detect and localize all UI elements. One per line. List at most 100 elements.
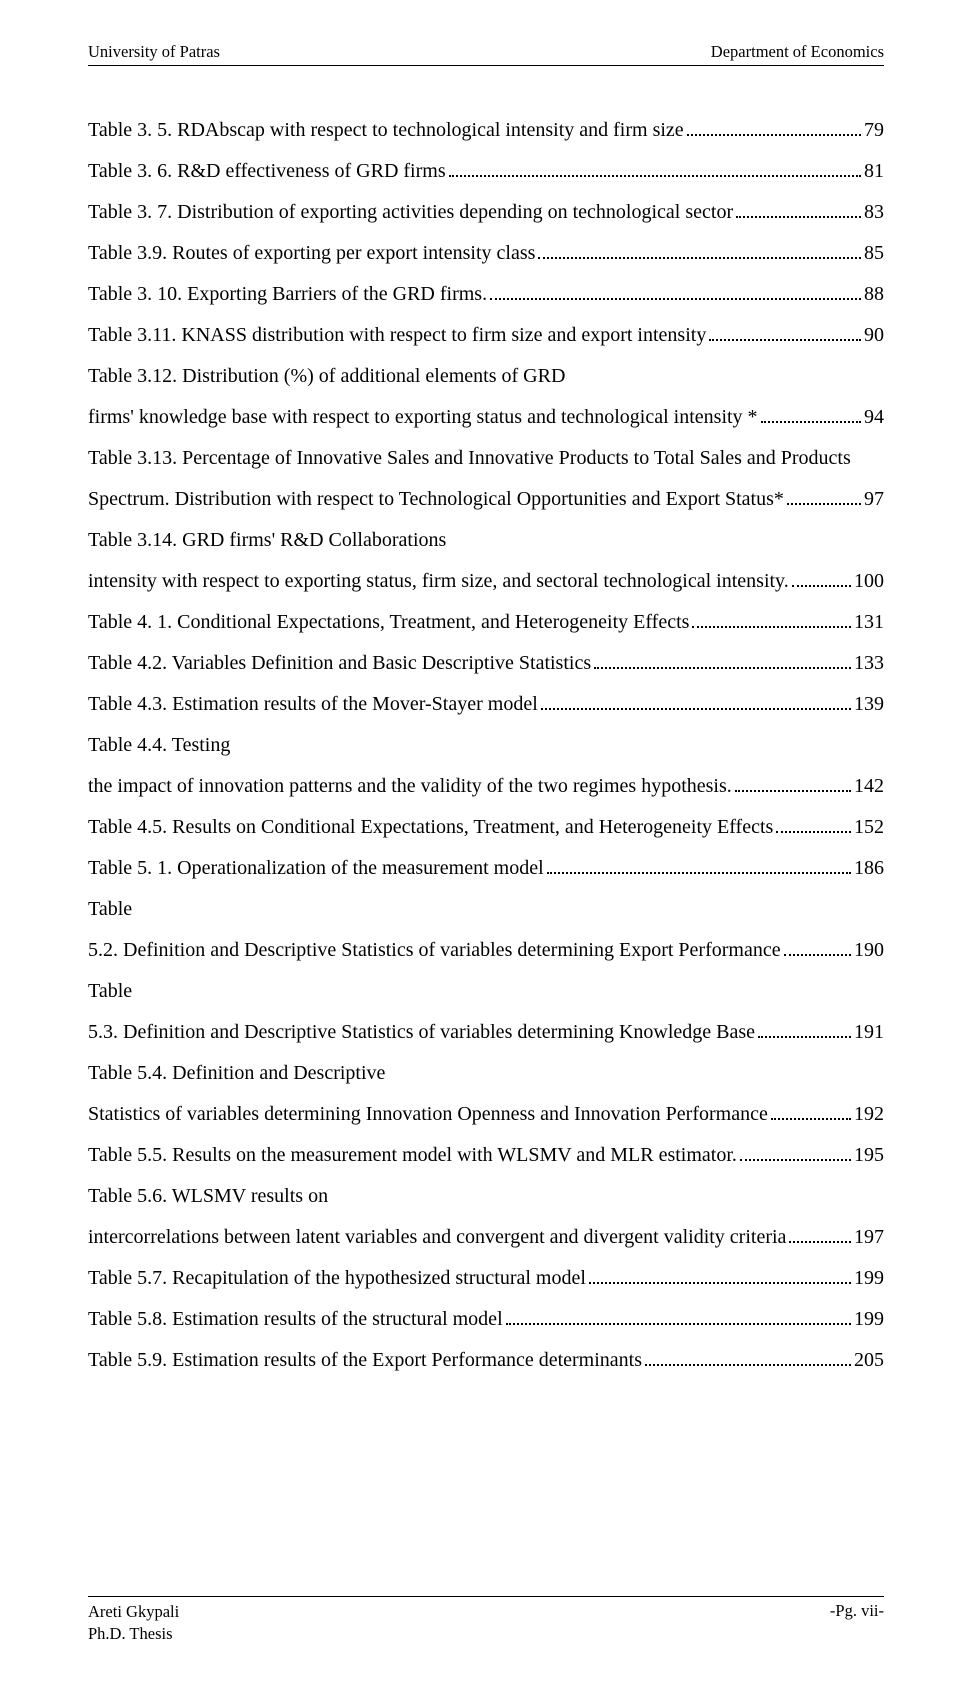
toc-entry-tail: Table 5. 1. Operationalization of the me… <box>88 848 544 889</box>
header-right: Department of Economics <box>711 42 884 62</box>
toc-entry-lastline: Table 4.3. Estimation results of the Mov… <box>88 684 884 725</box>
toc-entry-page: 152 <box>854 807 884 848</box>
header-left: University of Patras <box>88 42 220 62</box>
toc-entry-page: 94 <box>864 397 884 438</box>
toc-entry-tail: Table 5.8. Estimation results of the str… <box>88 1299 503 1340</box>
toc-entry-tail: Table 4.2. Variables Definition and Basi… <box>88 643 591 684</box>
toc-entry-page: 199 <box>854 1258 884 1299</box>
toc-entry-tail: Table 4.3. Estimation results of the Mov… <box>88 684 538 725</box>
toc-entry: Table 4.2. Variables Definition and Basi… <box>88 643 884 684</box>
toc-entry-text: Table <box>88 971 884 1012</box>
toc-entry-page: 131 <box>854 602 884 643</box>
toc-entry-tail: Table 5.5. Results on the measurement mo… <box>88 1135 737 1176</box>
toc-entry-lastline: 5.2. Definition and Descriptive Statisti… <box>88 930 884 971</box>
toc-entry-page: 142 <box>854 766 884 807</box>
toc-entry-text: Table 4.4. Testing <box>88 725 884 766</box>
dot-leader <box>645 1350 851 1366</box>
toc-entry-lastline: Table 3. 5. RDAbscap with respect to tec… <box>88 110 884 151</box>
toc-entry-lastline: Table 5.7. Recapitulation of the hypothe… <box>88 1258 884 1299</box>
toc-entry-page: 88 <box>864 274 884 315</box>
toc-entry-page: 139 <box>854 684 884 725</box>
dot-leader <box>589 1268 851 1284</box>
toc-entry: Table5.3. Definition and Descriptive Sta… <box>88 971 884 1053</box>
toc-entry-tail: 5.3. Definition and Descriptive Statisti… <box>88 1012 755 1053</box>
toc-entry: Table 5.6. WLSMV results onintercorrelat… <box>88 1176 884 1258</box>
toc-entry: Table 5.4. Definition and DescriptiveSta… <box>88 1053 884 1135</box>
toc-entry-page: 197 <box>854 1217 884 1258</box>
page-footer: Areti Gkypali Ph.D. Thesis -Pg. vii- <box>88 1596 884 1644</box>
toc-entry-page: 83 <box>864 192 884 233</box>
toc-entry-text: Table <box>88 889 884 930</box>
toc-entry-tail: Statistics of variables determining Inno… <box>88 1094 768 1135</box>
dot-leader <box>490 284 861 300</box>
toc-entry-lastline: intercorrelations between latent variabl… <box>88 1217 884 1258</box>
toc-entry-lastline: Table 4.2. Variables Definition and Basi… <box>88 643 884 684</box>
toc-entry: Table 4.4. Testingthe impact of innovati… <box>88 725 884 807</box>
toc-entry-lastline: Table 3. 6. R&D effectiveness of GRD fir… <box>88 151 884 192</box>
toc-entry: Table 5. 1. Operationalization of the me… <box>88 848 884 889</box>
toc-entry-tail: Table 4. 1. Conditional Expectations, Tr… <box>88 602 689 643</box>
toc-entry-lastline: Table 3.9. Routes of exporting per expor… <box>88 233 884 274</box>
toc-entry-tail: intensity with respect to exporting stat… <box>88 561 789 602</box>
dot-leader <box>789 1227 851 1243</box>
toc-entry-tail: Table 4.5. Results on Conditional Expect… <box>88 807 773 848</box>
toc-entry-page: 85 <box>864 233 884 274</box>
toc-entry-page: 192 <box>854 1094 884 1135</box>
list-of-tables: Table 3. 5. RDAbscap with respect to tec… <box>88 110 884 1578</box>
toc-entry-tail: 5.2. Definition and Descriptive Statisti… <box>88 930 781 971</box>
toc-entry: Table 4. 1. Conditional Expectations, Tr… <box>88 602 884 643</box>
page-header: University of Patras Department of Econo… <box>88 42 884 66</box>
dot-leader <box>758 1022 851 1038</box>
footer-page-label: -Pg. vii- <box>830 1601 884 1644</box>
toc-entry-tail: Table 3. 10. Exporting Barriers of the G… <box>88 274 487 315</box>
toc-entry: Table 5.9. Estimation results of the Exp… <box>88 1340 884 1381</box>
toc-entry: Table 3.14. GRD firms' R&D Collaboration… <box>88 520 884 602</box>
toc-entry: Table5.2. Definition and Descriptive Sta… <box>88 889 884 971</box>
toc-entry: Table 4.3. Estimation results of the Mov… <box>88 684 884 725</box>
toc-entry-lastline: firms' knowledge base with respect to ex… <box>88 397 884 438</box>
toc-entry-page: 97 <box>864 479 884 520</box>
dot-leader <box>792 571 851 587</box>
dot-leader <box>771 1104 851 1120</box>
toc-entry-tail: firms' knowledge base with respect to ex… <box>88 397 758 438</box>
dot-leader <box>787 489 861 505</box>
toc-entry-lastline: Spectrum. Distribution with respect to T… <box>88 479 884 520</box>
toc-entry-lastline: Table 4.5. Results on Conditional Expect… <box>88 807 884 848</box>
dot-leader <box>687 120 861 136</box>
dot-leader <box>594 653 851 669</box>
toc-entry-tail: Spectrum. Distribution with respect to T… <box>88 479 784 520</box>
toc-entry: Table 3.11. KNASS distribution with resp… <box>88 315 884 356</box>
toc-entry: Table 5.8. Estimation results of the str… <box>88 1299 884 1340</box>
footer-left: Areti Gkypali Ph.D. Thesis <box>88 1601 179 1644</box>
dot-leader <box>506 1309 851 1325</box>
toc-entry-lastline: Table 5.5. Results on the measurement mo… <box>88 1135 884 1176</box>
toc-entry-lastline: Statistics of variables determining Inno… <box>88 1094 884 1135</box>
toc-entry-lastline: Table 5.8. Estimation results of the str… <box>88 1299 884 1340</box>
toc-entry-page: 100 <box>854 561 884 602</box>
dot-leader <box>736 202 861 218</box>
toc-entry-tail: intercorrelations between latent variabl… <box>88 1217 786 1258</box>
toc-entry-lastline: Table 3. 10. Exporting Barriers of the G… <box>88 274 884 315</box>
toc-entry-lastline: Table 3. 7. Distribution of exporting ac… <box>88 192 884 233</box>
dot-leader <box>784 940 851 956</box>
dot-leader <box>692 612 851 628</box>
toc-entry-lastline: Table 5. 1. Operationalization of the me… <box>88 848 884 889</box>
toc-entry-text: Table 3.14. GRD firms' R&D Collaboration… <box>88 520 884 561</box>
toc-entry-page: 205 <box>854 1340 884 1381</box>
dot-leader <box>776 817 851 833</box>
toc-entry-text: Table 5.6. WLSMV results on <box>88 1176 884 1217</box>
toc-entry-text: Table 3.12. Distribution (%) of addition… <box>88 356 884 397</box>
dot-leader <box>547 858 851 874</box>
toc-entry-lastline: Table 3.11. KNASS distribution with resp… <box>88 315 884 356</box>
toc-entry-tail: Table 3.9. Routes of exporting per expor… <box>88 233 535 274</box>
toc-entry-tail: Table 5.9. Estimation results of the Exp… <box>88 1340 642 1381</box>
dot-leader <box>541 694 851 710</box>
dot-leader <box>709 325 861 341</box>
footer-author: Areti Gkypali <box>88 1601 179 1622</box>
toc-entry-tail: Table 3. 7. Distribution of exporting ac… <box>88 192 733 233</box>
footer-subtitle: Ph.D. Thesis <box>88 1623 179 1644</box>
toc-entry: Table 3.13. Percentage of Innovative Sal… <box>88 438 884 520</box>
toc-entry-page: 199 <box>854 1299 884 1340</box>
toc-entry: Table 3. 7. Distribution of exporting ac… <box>88 192 884 233</box>
toc-entry: Table 3.12. Distribution (%) of addition… <box>88 356 884 438</box>
